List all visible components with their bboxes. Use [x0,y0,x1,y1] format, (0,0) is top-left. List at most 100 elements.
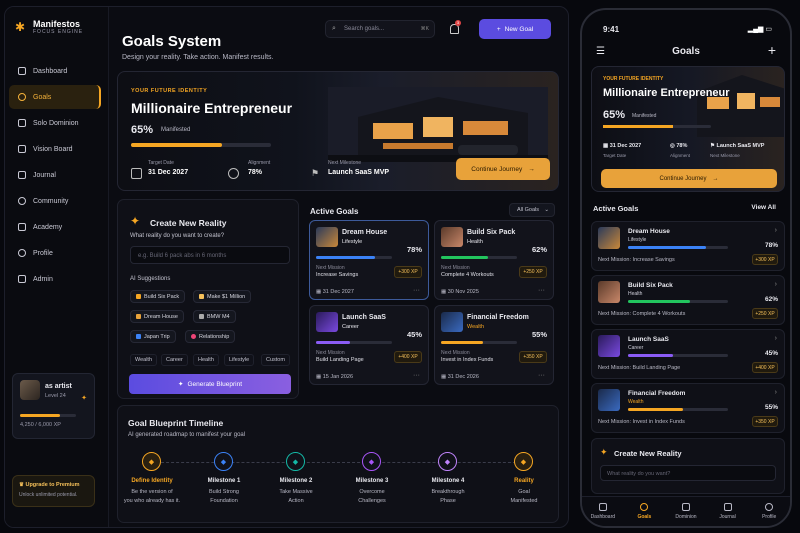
stat-value: 31 Dec 2027 [609,143,642,149]
sidebar-item-vision-board[interactable]: Vision Board [9,137,101,161]
tab-profile[interactable]: Profile [748,497,790,526]
search-icon: ⌕ [332,25,336,32]
more-options-icon[interactable]: ··· [413,372,420,379]
goal-progress-fill [628,408,683,411]
mobile-goal-card[interactable]: Launch SaaS Career 45% Next Mission: Build … [591,329,785,379]
goal-card[interactable]: Build Six Pack Health 62% Next Mission C… [434,220,554,300]
more-options-icon[interactable]: ··· [538,372,545,379]
sidebar-item-admin[interactable]: Admin [9,267,101,291]
goal-date-value: 31 Dec 2026 [447,374,479,380]
category-tab-lifestyle[interactable]: Lifestyle [224,354,255,366]
xp-badge: +400 XP [394,351,422,363]
sidebar-item-academy[interactable]: Academy [9,215,101,239]
category-tab-wealth[interactable]: Wealth [130,354,158,366]
tab-goals[interactable]: Goals [624,497,666,526]
goal-progress-fill [316,341,351,344]
users-icon [18,197,26,205]
timeline-node-icon[interactable]: ◆ [214,452,233,471]
sidebar-item-community[interactable]: Community [9,189,101,213]
sidebar-item-goals[interactable]: Goals [9,85,101,109]
hero-percent-label: Manifested [161,127,191,133]
suggestion-chip[interactable]: Make $1 Million [193,290,252,303]
timeline-node-icon[interactable]: ◆ [362,452,381,471]
timeline-desc-line: Take Massive [279,489,313,495]
suggestion-chip[interactable]: Relationship [185,330,236,343]
sidebar-item-profile[interactable]: Profile [9,241,101,265]
mobile-goal-card[interactable]: Build Six Pack Health 62% Next Mission: Com… [591,275,785,325]
sidebar-item-dashboard[interactable]: Dashboard [9,59,101,83]
stat-label: Target Date [148,160,174,166]
mobile-reality-input[interactable]: What reality do you want? [600,465,776,481]
continue-journey-button[interactable]: Continue Journey → [456,158,550,180]
new-goal-button[interactable]: + New Goal [479,19,551,39]
chevron-right-icon: › [774,227,777,234]
tab-dominion[interactable]: Dominion [665,497,707,526]
suggestion-chip[interactable]: BMW M4 [193,310,236,323]
user-card[interactable]: as artist Level 24 ✦ 4,250 / 6,000 XP [12,373,95,439]
menu-icon[interactable]: ☰ [596,46,605,57]
app-name: Manifestos [33,19,81,29]
new-goal-label: New Goal [504,25,534,33]
plus-icon[interactable]: + [767,42,776,58]
goal-category: Wealth [467,324,485,330]
sidebar-item-journal[interactable]: Journal [9,163,101,187]
view-all-link[interactable]: View All [751,204,776,211]
category-tab-health[interactable]: Health [193,354,219,366]
suggestion-chip[interactable]: Build Six Pack [130,290,186,303]
goals-filter-select[interactable]: All Goals ⌄ [509,203,555,217]
tab-dashboard[interactable]: Dashboard [582,497,624,526]
chip-label: Dream House [144,313,178,320]
desktop-window: ✱ Manifestos FOCUS ENGINE Dashboard Goal… [4,6,569,528]
goal-card[interactable]: Launch SaaS Career 45% Next Mission Buil… [309,305,429,385]
sidebar-item-label: Vision Board [33,145,73,153]
goal-card[interactable]: Financial Freedom Wealth 55% Next Missio… [434,305,554,385]
mobile-goal-card[interactable]: Dream House Lifestyle 78% Next Mission: Inc… [591,221,785,271]
sidebar-item-solo-dominion[interactable]: Solo Dominion [9,111,101,135]
timeline-node-icon[interactable]: ◆ [514,452,533,471]
continue-label: Continue Journey [659,175,707,182]
chevron-right-icon: › [774,335,777,342]
app-logo[interactable]: ✱ Manifestos FOCUS ENGINE [15,19,83,35]
sidebar-item-label: Admin [33,275,53,283]
search-input[interactable]: ⌕ Search goals... ⌘K [325,20,435,38]
timeline-node-desc: Overcome Challenges [340,488,404,506]
suggestion-chip[interactable]: Dream House [130,310,184,323]
goal-card[interactable]: Dream House Lifestyle 78% Next Mission I… [309,220,429,300]
suggestion-chip[interactable]: Japan Trip [130,330,176,343]
stat-label: Next Milestone [710,153,740,158]
timeline-desc-line: Challenges [358,498,386,504]
timeline-node-icon[interactable]: ◆ [286,452,305,471]
category-tab-custom[interactable]: Custom [261,354,290,366]
mobile-goal-card[interactable]: Financial Freedom Wealth 55% Next Mission: … [591,383,785,433]
mobile-hero-progress-fill [603,125,674,128]
reality-input[interactable]: e.g. Build 6 pack abs in 6 months [130,246,290,264]
calendar-icon: ▦ [316,374,323,380]
more-options-icon[interactable]: ··· [413,287,420,294]
xp-badge: +250 XP [519,266,547,278]
goal-progress-fill [316,256,376,259]
tab-journal[interactable]: Journal [707,497,749,526]
car-icon [199,314,204,319]
plane-icon [136,334,141,339]
upgrade-premium-card[interactable]: ♛ Upgrade to Premium Unlock unlimited po… [12,475,95,507]
target-icon [640,503,649,511]
chevron-right-icon: › [774,281,777,288]
generate-blueprint-button[interactable]: ✦ Generate Blueprint [129,374,291,394]
goal-thumbnail [441,227,463,247]
more-options-icon[interactable]: ··· [538,287,545,294]
user-name: as artist [45,383,72,390]
timeline-node-icon[interactable]: ◆ [438,452,457,471]
category-tab-career[interactable]: Career [161,354,188,366]
tab-label: Dominion [675,514,697,520]
crown-icon: ♛ [19,482,26,488]
bell-icon[interactable] [450,24,459,34]
mobile-continue-button[interactable]: Continue Journey → [601,169,777,188]
calendar-icon: ▦ [441,374,448,380]
book-icon [723,503,732,511]
goal-category: Wealth [628,399,644,405]
timeline-node-icon[interactable]: ◆ [142,452,161,471]
alignment-icon: ◎ [670,143,677,149]
sidebar: ✱ Manifestos FOCUS ENGINE Dashboard Goal… [5,7,109,527]
mobile-create-title: Create New Reality [614,449,682,458]
tab-label: Goals [637,514,652,520]
